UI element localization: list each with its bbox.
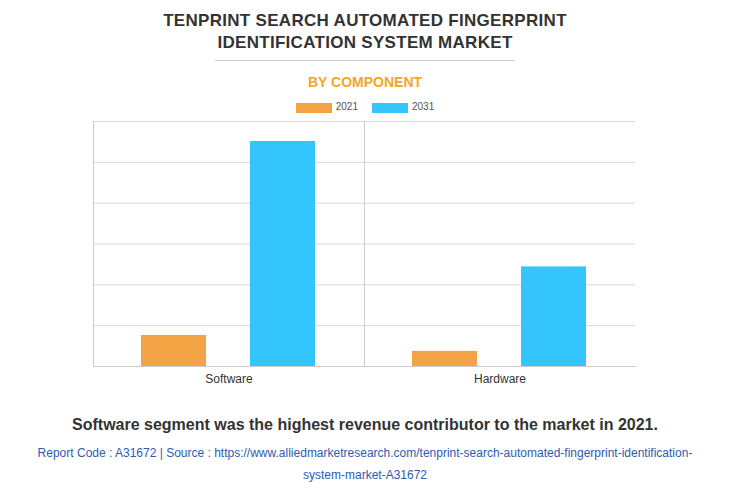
svg-text:Software: Software: [205, 372, 253, 386]
html-text:Report Code : A31672 | Source: Report Code : A31672 | Source : https://…: [37, 446, 693, 482]
html-text:2031: 2031: [412, 101, 435, 113]
svg-text:Hardware: Hardware: [474, 372, 526, 386]
html-text:2021: 2021: [335, 101, 358, 113]
html-text:BY COMPONENT: BY COMPONENT: [308, 74, 422, 90]
html-text:Software segment was the highe: Software segment was the highest revenue…: [72, 416, 658, 433]
html-text:TENPRINT SEARCH AUTOMATED FING: TENPRINT SEARCH AUTOMATED FINGERPRINT ID…: [163, 11, 567, 52]
